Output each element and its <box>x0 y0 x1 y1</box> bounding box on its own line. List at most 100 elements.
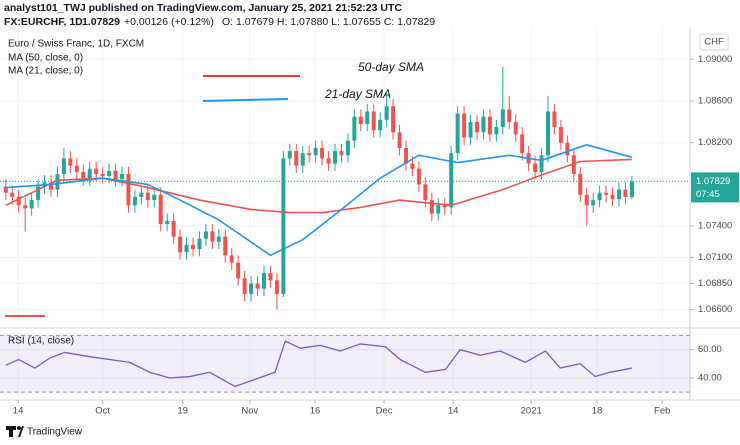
candle-body <box>261 273 266 289</box>
candle-body <box>552 111 557 128</box>
y-tick-label: 1.08200 <box>698 137 732 148</box>
candle-body <box>403 147 408 164</box>
symbol: FX:EURCHF, 1D <box>4 16 83 28</box>
currency[interactable]: CHF <box>704 37 724 48</box>
candle-body <box>36 186 41 201</box>
x-tick-label: 14 <box>448 406 459 417</box>
x-tick-label: 14 <box>13 406 24 417</box>
candle-body <box>229 255 234 263</box>
candle-body <box>126 174 131 206</box>
candle-body <box>449 153 454 208</box>
candle-body <box>513 121 518 135</box>
candle-body <box>68 158 73 166</box>
candle-body <box>249 283 254 294</box>
candle-body <box>242 278 247 294</box>
candle-body <box>294 151 299 166</box>
candle-body <box>165 220 170 225</box>
candle-body <box>397 132 402 148</box>
candle-body <box>158 194 163 225</box>
candle-body <box>423 184 428 201</box>
candle-body <box>584 194 589 206</box>
candle-body <box>10 192 15 197</box>
candle-body <box>255 283 260 289</box>
candle-body <box>616 189 621 200</box>
ma21-legend: MA (21, close, 0) <box>8 66 83 77</box>
candle-body <box>145 192 150 201</box>
candle-body <box>345 140 350 156</box>
x-tick-label: 19 <box>177 406 188 417</box>
y-tick-label: 1.07400 <box>698 221 732 232</box>
candle-body <box>455 113 460 154</box>
rsi-line <box>5 340 633 388</box>
candle-body <box>216 236 221 242</box>
candle-body <box>223 236 228 256</box>
candle-body <box>3 186 8 193</box>
candle-body <box>300 153 305 166</box>
candle-body <box>378 119 383 131</box>
candle-body <box>320 147 325 159</box>
candle-body <box>197 238 202 250</box>
annotation-line <box>202 98 289 102</box>
candle-body <box>545 111 550 156</box>
candle-body <box>16 196 21 206</box>
candle-body <box>313 147 318 156</box>
candle-body <box>442 205 447 208</box>
y-tick-label: 1.06600 <box>698 304 732 315</box>
currency-box[interactable] <box>699 33 729 51</box>
candle-body <box>487 116 492 135</box>
candle-body <box>61 158 66 174</box>
candle-body <box>190 244 195 250</box>
tradingview-logo <box>6 426 24 437</box>
candle-body <box>610 194 615 200</box>
x-tick-label: Dec <box>376 406 393 417</box>
candle-body <box>571 155 576 174</box>
candle-body <box>100 174 105 177</box>
candle-body <box>81 171 86 179</box>
candle-body <box>533 163 538 172</box>
candle-body <box>578 174 583 195</box>
candle-body <box>107 170 112 177</box>
candle-body <box>371 111 376 131</box>
candle-body <box>339 151 344 156</box>
candle-body <box>139 192 144 197</box>
candle-body <box>171 220 176 237</box>
y-tick-label: 40.00 <box>698 372 722 383</box>
candle-body <box>474 121 479 133</box>
candle-body <box>94 168 99 174</box>
annotation: 21-day SMA <box>324 87 391 101</box>
candle-body <box>326 158 331 164</box>
y-tick-label: 60.00 <box>698 344 722 355</box>
moving-average-line <box>5 144 633 257</box>
candle-body <box>591 200 596 206</box>
candle-body <box>565 142 570 156</box>
candle-body <box>604 192 609 195</box>
candle-body <box>558 127 563 143</box>
candle-body <box>391 106 396 133</box>
x-tick-label: Nov <box>241 406 258 417</box>
x-tick-label: 16 <box>310 406 321 417</box>
price-change: +0.00126 (+0.12%) <box>124 16 214 28</box>
candle-body <box>274 280 279 294</box>
y-tick-label: 1.07100 <box>698 252 732 263</box>
candle-body <box>268 273 273 281</box>
candle-body <box>87 168 92 179</box>
x-tick-label: 18 <box>592 406 603 417</box>
candle-body <box>410 163 415 169</box>
candle-body <box>384 106 389 120</box>
candle-body <box>494 127 499 135</box>
candle-body <box>520 134 525 154</box>
last-price-label: 1.07829 <box>696 176 730 187</box>
candle-body <box>539 155 544 172</box>
candle-body <box>365 111 370 124</box>
rsi-band <box>0 335 690 393</box>
candle-body <box>436 205 441 214</box>
y-tick-label: 1.06850 <box>698 278 732 289</box>
candle-body <box>48 182 53 190</box>
candle-body <box>23 205 28 209</box>
candle-body <box>597 192 602 201</box>
candle-body <box>74 165 79 172</box>
candle-body <box>210 231 215 242</box>
candle-body <box>287 151 292 159</box>
last-price: 1.07829 <box>82 16 120 28</box>
